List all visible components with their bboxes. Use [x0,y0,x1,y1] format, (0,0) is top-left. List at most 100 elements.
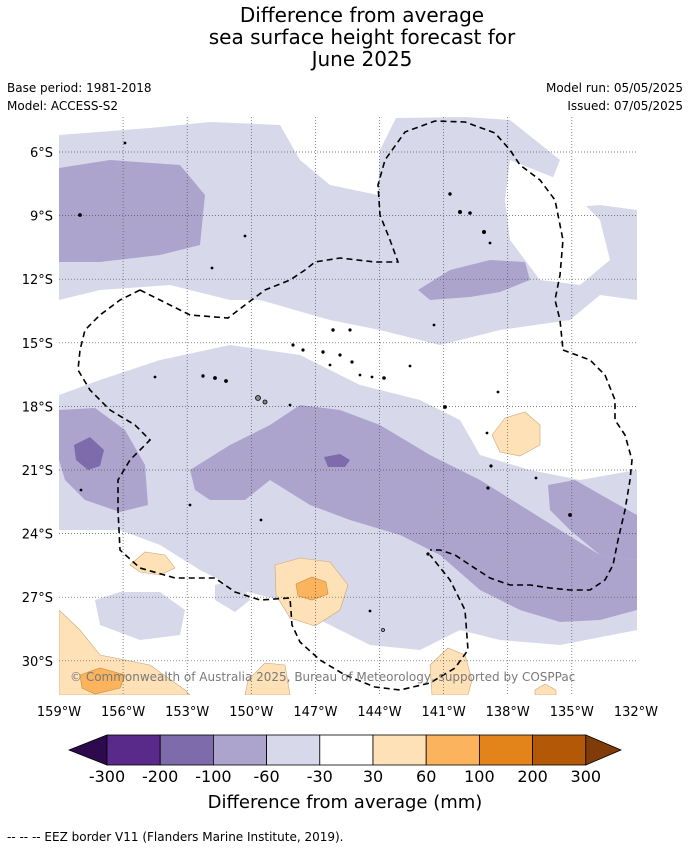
colorbar-swatch [319,734,374,766]
island [210,266,214,270]
eez-border-west [77,289,469,691]
title-line-1: Difference from average [239,3,485,27]
island [188,503,192,507]
island [255,395,261,401]
colorbar-extend-high [585,734,623,766]
lat-tick-label: 6°S [30,146,53,161]
anomaly-band-medium-purple-ne [418,260,530,300]
islands [78,141,572,632]
lat-tick-label: 18°S [22,400,53,415]
island [381,628,385,632]
colorbar-swatch [266,734,321,766]
colorbar-label: Difference from average (mm) [207,792,483,813]
island [301,348,305,352]
anomaly-patch-dark-purple-center [324,454,350,467]
colorbar: -300 -200 -100 -60 -30 30 60 100 200 300 [67,734,623,786]
island [468,211,472,215]
colorbar-tick-label: -300 [89,767,125,786]
colorbar-tick-label: -30 [307,767,333,786]
island [534,476,538,480]
island [370,375,374,379]
lat-tick-label: 12°S [22,273,53,288]
island [432,323,436,327]
eez-legend-note: -- -- -- EEZ border V11 (Flanders Marine… [7,830,344,844]
title-line-2: sea surface height forecast for [208,25,516,49]
island [78,213,82,217]
colorbar-swatch [478,734,533,766]
map-title: Difference from average sea surface heig… [0,4,690,70]
island [213,376,217,380]
copyright-text: © Commonwealth of Australia 2025, Bureau… [70,670,575,684]
colorbar-swatch [372,734,427,766]
anomaly-patch-orange-light-se [534,683,557,695]
anomaly-band-medium-purple-west [59,408,148,512]
anomaly-patch-orange-light-west [129,551,176,576]
island [350,360,354,364]
latitude-labels: 6°S 9°S 12°S 15°S 18°S 21°S 24°S 27°S 30°S [22,146,53,670]
island [243,234,247,238]
lon-tick-label: 159°W [37,705,81,720]
island [368,609,372,613]
colorbar-swatch [212,734,267,766]
island [568,513,572,517]
island [288,403,292,407]
colorbar-swatch [106,734,161,766]
island [488,241,492,245]
island [79,488,83,492]
anomaly-patch-orange-mid-center [295,576,329,601]
lat-tick-label: 30°S [22,655,53,670]
island [485,431,489,435]
lon-tick-label: 141°W [422,705,466,720]
anomaly-patch-white-east [505,160,610,285]
colorbar-tick-label: 100 [464,767,495,786]
colorbar-extend-low [67,734,108,766]
anomaly-patch-white-east2 [520,380,637,470]
island [123,141,127,145]
island [338,353,342,357]
island [259,518,263,522]
anomaly-patch-dark-purple-west [74,437,104,470]
lon-tick-label: 153°W [165,705,209,720]
island [443,405,447,409]
lon-tick-label: 156°W [101,705,145,720]
island [291,343,295,347]
lat-tick-label: 24°S [22,528,53,543]
island [321,350,325,354]
island [448,192,452,196]
colorbar-swatch [532,734,587,766]
colorbar-tick-label: 30 [363,767,383,786]
model-name: Model: ACCESS-S2 [7,99,119,113]
island [457,209,462,214]
colorbar-tick-label: 300 [571,767,602,786]
island [328,363,332,367]
island [153,375,157,379]
island [489,464,493,468]
anomaly-band-medium-purple-se [548,480,637,560]
lon-tick-label: 132°W [614,705,658,720]
lat-tick-label: 15°S [22,337,53,352]
island [486,486,490,490]
colorbar-tick-label: 60 [416,767,436,786]
island [201,374,205,378]
colorbar-swatch [425,734,480,766]
colorbar-tick-label: -60 [254,767,280,786]
island [408,364,412,368]
issued-date: Issued: 07/05/2025 [567,99,683,113]
lon-tick-label: 150°W [229,705,273,720]
anomaly-patch-orange-light-east [491,411,541,457]
meta-right: Model run: 05/05/2025 Issued: 07/05/2025 [546,79,683,115]
island [358,373,362,377]
lon-tick-label: 144°W [357,705,401,720]
lon-tick-label: 147°W [293,705,337,720]
island [262,399,268,405]
eez-borders [77,120,633,691]
longitude-labels: 159°W 156°W 153°W 150°W 147°W 144°W 141°W 138°W… [37,705,658,720]
island [426,552,430,556]
colorbar-tick-label: -100 [195,767,231,786]
lat-tick-label: 9°S [30,210,53,225]
island [348,328,352,332]
island [224,379,228,383]
colorbar-tick-label: 200 [517,767,548,786]
colorbar-tick-label: -200 [142,767,178,786]
